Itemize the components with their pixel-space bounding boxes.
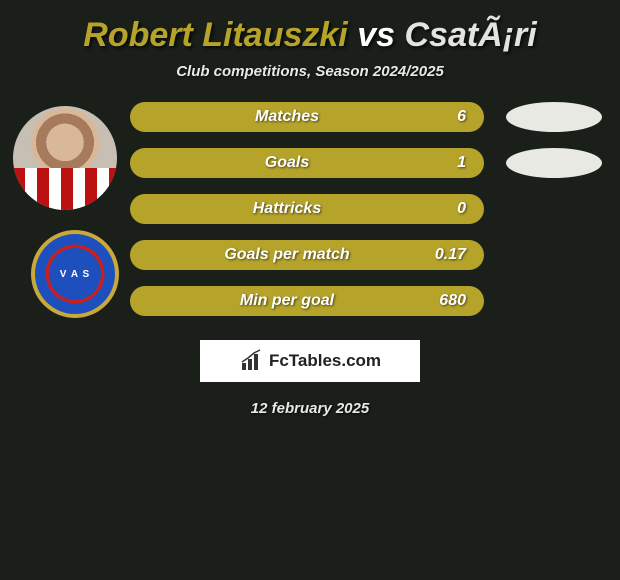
date: 12 february 2025 bbox=[251, 400, 369, 417]
title-player2: CsatÃ¡ri bbox=[404, 16, 536, 54]
stat-row: Hattricks0 bbox=[130, 194, 484, 224]
stat-row: Goals per match0.17 bbox=[130, 240, 484, 270]
stat-pill-left: Goals per match0.17 bbox=[130, 240, 484, 270]
club-badge-text: V A S bbox=[60, 269, 90, 280]
right-column bbox=[490, 102, 620, 316]
spacer bbox=[490, 240, 602, 270]
infographic-container: Robert Litauszki vs CsatÃ¡ri Club compet… bbox=[0, 0, 620, 427]
player-avatar bbox=[13, 106, 117, 210]
fctables-logo: FcTables.com bbox=[200, 340, 420, 382]
chart-icon bbox=[239, 349, 263, 373]
stat-label: Goals bbox=[148, 154, 426, 172]
logo-text: FcTables.com bbox=[269, 351, 381, 371]
spacer bbox=[490, 194, 602, 224]
stat-pill-right bbox=[506, 148, 602, 178]
stat-pill-right bbox=[506, 102, 602, 132]
stat-value-p1: 0.17 bbox=[426, 246, 466, 264]
title-player1: Robert Litauszki bbox=[83, 16, 347, 54]
stat-value-p1: 0 bbox=[426, 200, 466, 218]
stat-label: Hattricks bbox=[148, 200, 426, 218]
club-badge: V A S bbox=[31, 230, 119, 318]
stat-row: Matches6 bbox=[130, 102, 484, 132]
left-column: V A S bbox=[0, 102, 130, 318]
stat-row: Goals1 bbox=[130, 148, 484, 178]
stat-pill-left: Matches6 bbox=[130, 102, 484, 132]
title-vs: vs bbox=[357, 16, 395, 54]
stats-column: Matches6Goals1Hattricks0Goals per match0… bbox=[130, 102, 490, 316]
stat-label: Min per goal bbox=[148, 292, 426, 310]
stat-pill-left: Hattricks0 bbox=[130, 194, 484, 224]
stat-value-p1: 680 bbox=[426, 292, 466, 310]
spacer bbox=[490, 286, 602, 316]
stat-value-p1: 1 bbox=[426, 154, 466, 172]
page-title: Robert Litauszki vs CsatÃ¡ri bbox=[83, 16, 536, 55]
stat-value-p1: 6 bbox=[426, 108, 466, 126]
stat-label: Goals per match bbox=[148, 246, 426, 264]
stat-pill-left: Goals1 bbox=[130, 148, 484, 178]
main-row: V A S Matches6 Goals1 Hattricks0 Goals per … bbox=[0, 102, 620, 318]
stat-label: Matches bbox=[148, 108, 426, 126]
subtitle: Club competitions, Season 2024/2025 bbox=[176, 63, 444, 80]
stat-row: Min per goal680 bbox=[130, 286, 484, 316]
stat-pill-left: Min per goal680 bbox=[130, 286, 484, 316]
